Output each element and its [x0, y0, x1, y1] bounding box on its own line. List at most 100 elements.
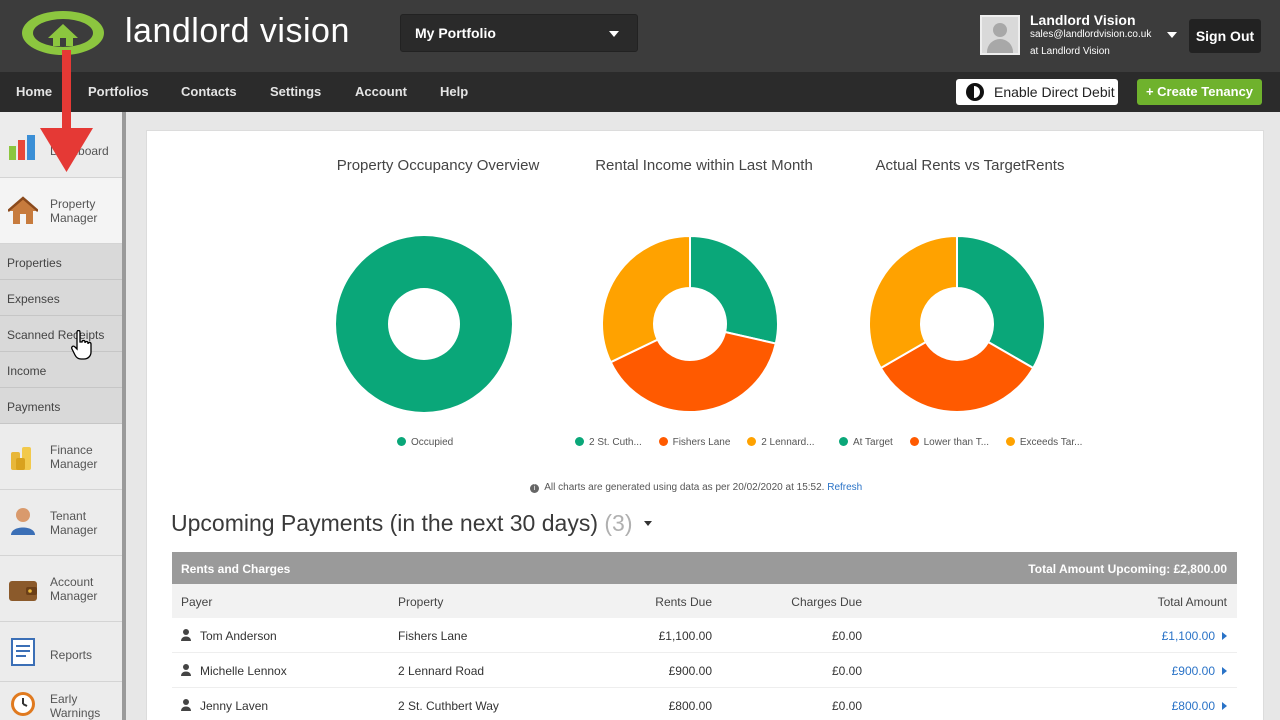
sidebar-item-reports[interactable]: Reports [0, 622, 122, 682]
chart-title-occupancy: Property Occupancy Overview [336, 157, 540, 174]
column-header-charges-due[interactable]: Charges Due [791, 595, 862, 609]
direct-debit-icon [966, 83, 984, 101]
person-icon [181, 664, 191, 676]
sidebar-item-label: Manager [50, 523, 98, 537]
sidebar-item-label: Tenant [50, 509, 87, 523]
payer-name[interactable]: Jenny Laven [200, 699, 269, 713]
column-header-property[interactable]: Property [398, 595, 444, 609]
donut-slice-2-st-cuth[interactable] [689, 234, 779, 345]
property-name[interactable]: 2 St. Cuthbert Way [398, 699, 499, 713]
chart-title-actual-vs-target: Actual Rents vs TargetRents [875, 157, 1065, 174]
table-row[interactable]: Jenny Laven 2 St. Cuthbert Way £800.00 £… [172, 688, 1237, 720]
refresh-link[interactable]: Refresh [827, 482, 863, 493]
nav-home[interactable]: Home [16, 84, 53, 99]
charges-due: £0.00 [831, 699, 862, 713]
legend-item[interactable]: At Target [839, 437, 893, 448]
sidebar-item-finance-manager[interactable]: Finance Manager [0, 424, 122, 490]
column-header-payer[interactable]: Payer [181, 595, 213, 609]
upcoming-payments-count: (3) [604, 510, 633, 536]
sidebar-item-property-manager[interactable]: Property Manager [0, 178, 122, 244]
coins-icon [11, 447, 31, 470]
payer-name[interactable]: Michelle Lennox [200, 664, 287, 678]
sidebar-item-label: Manager [50, 211, 98, 225]
sidebar-item-label: Reports [50, 648, 93, 662]
sidebar-item-label: Property [50, 197, 96, 211]
sidebar-item-label: Warnings [50, 706, 101, 720]
sidebar-subitem-income[interactable]: Income [0, 352, 122, 388]
actual-vs-target-legend: At Target Lower than T... Exceeds Tar... [839, 437, 1096, 448]
sidebar-item-early-warnings[interactable]: Early Warnings [0, 682, 122, 720]
sidebar-subitem-expenses[interactable]: Expenses [0, 280, 122, 316]
nav-portfolios[interactable]: Portfolios [88, 84, 149, 99]
legend-item[interactable]: Fishers Lane [658, 437, 730, 448]
nav-contacts[interactable]: Contacts [181, 84, 237, 99]
sidebar-item-label: Finance [50, 443, 93, 457]
upcoming-payments-title: Upcoming Payments (in the next 30 days) [171, 510, 598, 536]
chevron-right-icon[interactable] [1222, 667, 1227, 675]
avatar[interactable] [980, 15, 1020, 55]
total-amount-link[interactable]: £800.00 [1171, 699, 1215, 713]
user-email: sales@landlordvision.co.uk [1030, 29, 1152, 40]
table-row[interactable]: Tom Anderson Fishers Lane £1,100.00 £0.0… [172, 618, 1237, 653]
donut-slice-occupied[interactable] [336, 236, 512, 412]
main-nav: Home Portfolios Contacts Settings Accoun… [0, 72, 1280, 112]
sidebar-subitem-properties[interactable]: Properties [0, 244, 122, 280]
wallet-icon [9, 581, 37, 601]
occupancy-donut-chart[interactable] [334, 232, 514, 416]
caret-down-icon[interactable] [644, 521, 652, 526]
sidebar-subitem-payments[interactable]: Payments [0, 388, 122, 424]
landlord-vision-logo[interactable] [20, 8, 106, 58]
donut-slice-2-lennard[interactable] [601, 234, 691, 364]
total-amount-link[interactable]: £900.00 [1171, 664, 1215, 678]
chevron-right-icon[interactable] [1222, 632, 1227, 640]
property-name[interactable]: Fishers Lane [398, 629, 468, 643]
bar-chart-icon [9, 135, 35, 160]
sidebar-item-label: Account [50, 575, 94, 589]
sign-out-button[interactable]: Sign Out [1189, 19, 1261, 53]
nav-account[interactable]: Account [355, 84, 407, 99]
charges-due: £0.00 [831, 629, 862, 643]
nav-settings[interactable]: Settings [270, 84, 322, 99]
user-company: at Landlord Vision [1030, 46, 1110, 57]
donut-slice-exceeds-tar[interactable] [868, 234, 958, 370]
legend-item[interactable]: 2 Lennard... [747, 437, 815, 448]
actual-vs-target-donut-chart[interactable] [867, 232, 1047, 416]
portfolio-select[interactable]: My Portfolio [400, 14, 638, 52]
total-amount-link[interactable]: £1,100.00 [1161, 629, 1215, 643]
donut-slice-lower-than-t[interactable] [879, 340, 1035, 413]
upcoming-payments-heading[interactable]: Upcoming Payments (in the next 30 days) … [171, 510, 633, 537]
legend-item[interactable]: 2 St. Cuth... [575, 437, 642, 448]
user-menu-caret-icon[interactable] [1167, 32, 1177, 38]
donut-slice-at-target[interactable] [956, 234, 1046, 370]
sidebar-item-tenant-manager[interactable]: Tenant Manager [0, 490, 122, 556]
sidebar-item-account-manager[interactable]: Account Manager [0, 556, 122, 622]
rents-and-charges-header: Rents and Charges Total Amount Upcoming:… [172, 552, 1237, 584]
legend-item[interactable]: Occupied [397, 437, 453, 448]
charts-note: i All charts are generated using data as… [530, 482, 862, 493]
charts-note-text: All charts are generated using data as p… [544, 482, 825, 493]
user-name[interactable]: Landlord Vision [1030, 12, 1136, 28]
property-name[interactable]: 2 Lennard Road [398, 664, 485, 678]
legend-item[interactable]: Lower than T... [909, 437, 989, 448]
column-header-rents-due[interactable]: Rents Due [655, 595, 712, 609]
column-header-total-amount[interactable]: Total Amount [1157, 595, 1227, 609]
chart-title-rental-income: Rental Income within Last Month [595, 157, 813, 174]
alarm-clock-icon [11, 692, 35, 716]
portfolio-select-value: My Portfolio [415, 25, 496, 41]
charges-due: £0.00 [831, 664, 862, 678]
occupancy-legend: Occupied [397, 437, 467, 448]
create-tenancy-button[interactable]: + Create Tenancy [1137, 79, 1262, 105]
tenant-icon [11, 508, 35, 535]
nav-help[interactable]: Help [440, 84, 469, 99]
rental-income-donut-chart[interactable] [600, 232, 780, 416]
person-icon [181, 699, 191, 711]
payer-name[interactable]: Tom Anderson [200, 629, 277, 643]
sidebar: Dashboard Property Manager Properties Ex… [0, 112, 126, 720]
enable-direct-debit-button[interactable]: Enable Direct Debit [956, 79, 1118, 105]
chevron-right-icon[interactable] [1222, 702, 1227, 710]
donut-slice-fishers-lane[interactable] [609, 330, 777, 413]
sidebar-subitem-scanned-receipts[interactable]: Scanned Receipts [0, 316, 122, 352]
red-arrow-annotation [40, 50, 93, 172]
legend-item[interactable]: Exceeds Tar... [1005, 437, 1082, 448]
table-row[interactable]: Michelle Lennox 2 Lennard Road £900.00 £… [172, 653, 1237, 688]
